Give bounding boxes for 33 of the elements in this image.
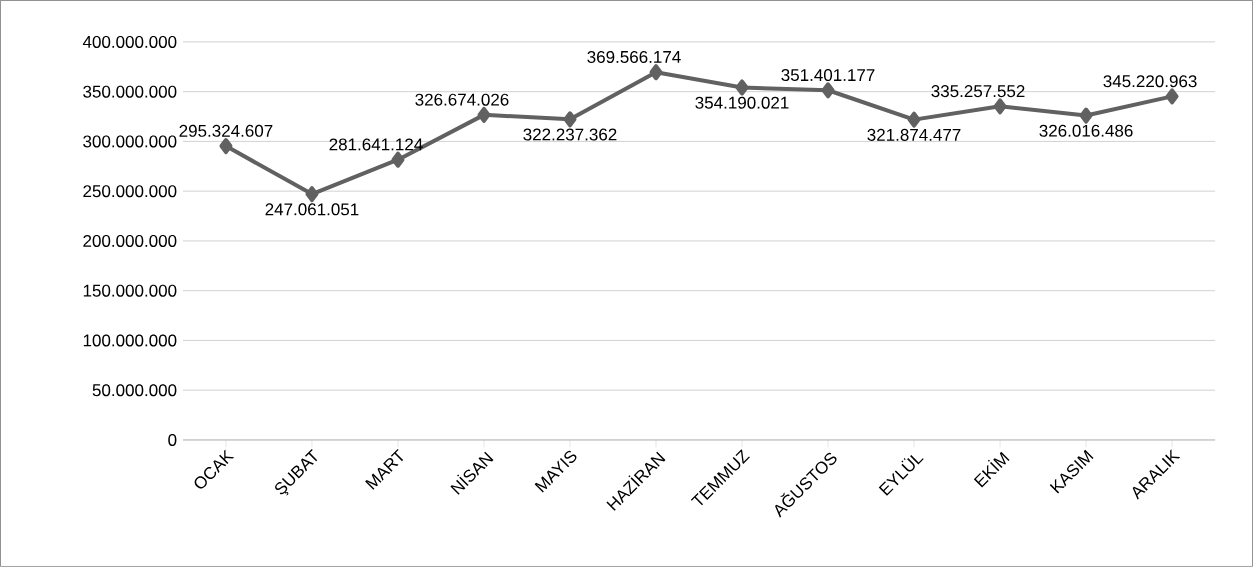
point [1165, 88, 1179, 105]
point [649, 64, 663, 81]
point [1079, 107, 1093, 124]
data-label: 326.674.026 [415, 93, 509, 106]
data-label: 281.641.124 [329, 138, 423, 151]
point [305, 186, 319, 203]
y-tick-label: 300.000.000 [83, 135, 177, 148]
data-label: 351.401.177 [781, 69, 875, 82]
data-label: 295.324.607 [179, 124, 273, 137]
data-label: 322.237.362 [523, 128, 617, 141]
y-tick-label: 50.000.000 [92, 384, 177, 397]
data-label: 354.190.021 [695, 96, 789, 109]
data-label: 247.061.051 [265, 203, 359, 216]
y-tick-label: 200.000.000 [83, 234, 177, 248]
y-tick-label: 400.000.000 [82, 35, 177, 48]
y-tick-label: 0 [168, 434, 177, 447]
point [907, 111, 921, 128]
data-label: 335.257.552 [931, 85, 1025, 98]
y-tick-label: 150.000.000 [83, 284, 177, 297]
point [477, 106, 491, 123]
y-tick-label: 100.000.000 [83, 334, 177, 347]
data-label: 369.566.174 [587, 51, 681, 64]
y-tick-label: 350.000.000 [83, 85, 177, 98]
point [219, 138, 233, 155]
point [735, 79, 749, 96]
point [993, 98, 1007, 115]
data-label: 321.874.477 [867, 128, 961, 141]
data-label: 345.220.963 [1103, 75, 1197, 88]
data-label: 326.016.486 [1039, 124, 1133, 137]
point [821, 82, 835, 99]
point [563, 111, 577, 128]
point [391, 151, 405, 168]
y-tick-label: 250.000.000 [83, 185, 177, 198]
